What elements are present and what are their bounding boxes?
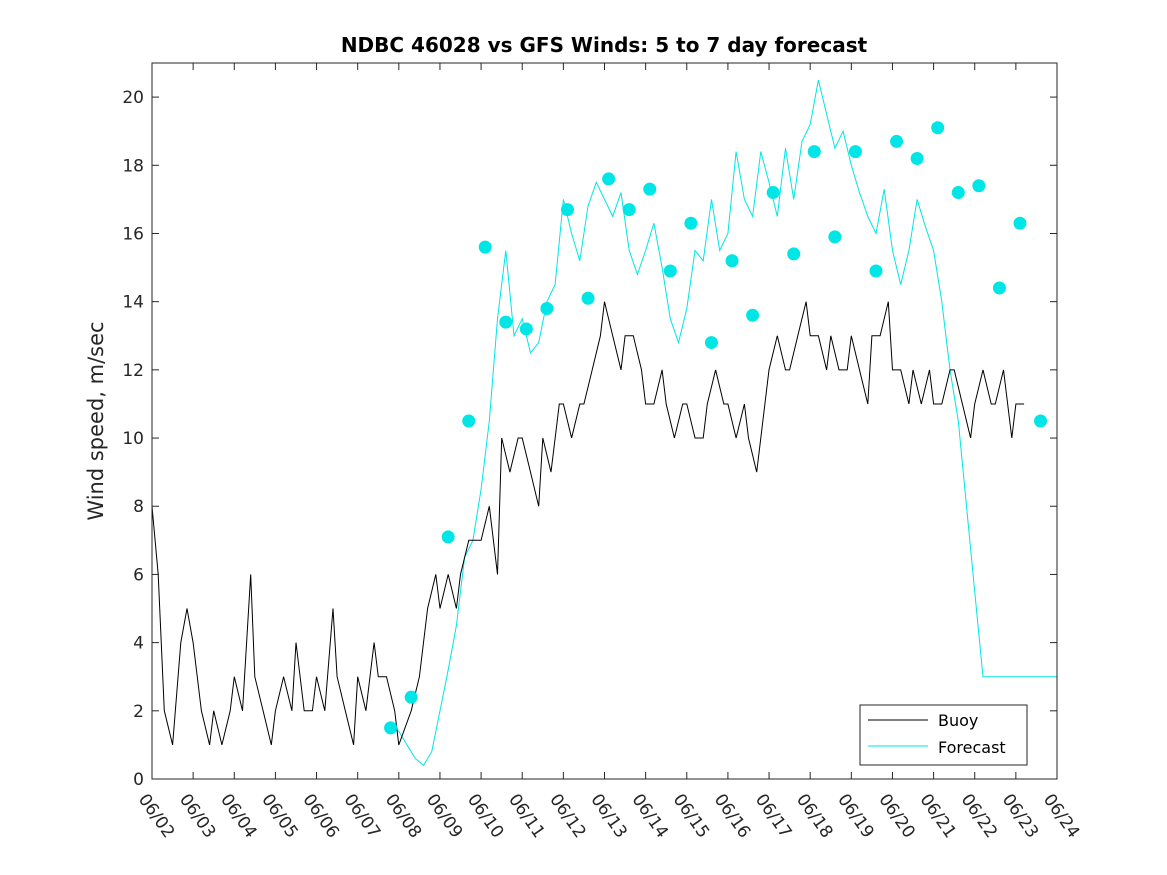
x-tick-label: 06/12	[545, 790, 589, 842]
x-tick-label: 06/17	[751, 790, 795, 842]
forecast-marker	[581, 291, 595, 305]
y-tick-label: 18	[122, 156, 144, 176]
x-tick-label: 06/03	[175, 790, 219, 842]
x-tick-label: 06/05	[257, 790, 301, 842]
x-tick-label: 06/16	[710, 790, 754, 842]
chart-title: NDBC 46028 vs GFS Winds: 5 to 7 day fore…	[341, 33, 868, 57]
legend-buoy-label: Buoy	[938, 711, 978, 730]
x-tick-label: 06/21	[915, 790, 959, 842]
x-tick-label: 06/22	[957, 790, 1001, 842]
forecast-marker	[910, 151, 924, 165]
legend-box	[859, 704, 1028, 766]
forecast-marker	[462, 414, 476, 428]
forecast-marker	[643, 182, 657, 196]
x-tick-label: 06/10	[463, 790, 507, 842]
forecast-marker	[1013, 216, 1027, 230]
forecast-marker	[807, 145, 821, 159]
forecast-marker	[869, 264, 883, 278]
forecast-markers	[384, 121, 1048, 735]
forecast-marker	[746, 308, 760, 322]
y-tick-label: 8	[133, 497, 144, 517]
x-tick-label: 06/04	[216, 790, 260, 842]
y-tick-label: 4	[133, 634, 144, 654]
forecast-marker	[951, 186, 965, 200]
x-tick-label: 06/23	[998, 790, 1042, 842]
forecast-marker	[1034, 414, 1048, 428]
forecast-marker	[992, 281, 1006, 295]
y-tick-label: 10	[122, 429, 144, 449]
y-tick-label: 14	[122, 293, 144, 313]
forecast-marker	[725, 254, 739, 268]
forecast-marker	[704, 336, 718, 350]
y-tick-label: 12	[122, 361, 144, 381]
y-axis-label: Wind speed, m/sec	[84, 321, 108, 520]
x-tick-label: 06/08	[381, 790, 425, 842]
forecast-series	[390, 79, 1057, 767]
forecast-marker	[622, 203, 636, 217]
buoy-series	[151, 301, 1025, 746]
forecast-marker	[684, 216, 698, 230]
y-tick-label: 16	[122, 224, 144, 244]
y-tick-label: 20	[122, 88, 144, 108]
y-tick-label: 0	[133, 770, 144, 790]
legend: Buoy Forecast	[859, 704, 1028, 766]
forecast-marker	[663, 264, 677, 278]
x-tick-label: 06/09	[422, 790, 466, 842]
x-tick-label: 06/24	[1039, 790, 1083, 842]
forecast-marker	[404, 690, 418, 704]
forecast-marker	[441, 530, 455, 544]
forecast-marker	[384, 721, 398, 735]
forecast-marker	[890, 134, 904, 148]
forecast-marker	[540, 301, 554, 315]
forecast-marker	[848, 145, 862, 159]
forecast-marker	[931, 121, 945, 135]
x-tick-label: 06/14	[628, 790, 672, 842]
forecast-marker	[766, 186, 780, 200]
forecast-marker	[478, 240, 492, 254]
y-tick-label: 2	[133, 702, 144, 722]
forecast-marker	[519, 322, 533, 336]
forecast-marker	[972, 179, 986, 193]
buoy-line	[151, 301, 1025, 746]
x-tick-label: 06/15	[669, 790, 713, 842]
x-tick-label: 06/18	[792, 790, 836, 842]
x-tick-label: 06/20	[874, 790, 918, 842]
forecast-marker	[787, 247, 801, 261]
x-tick-label: 06/19	[833, 790, 877, 842]
y-tick-label: 6	[133, 565, 144, 585]
plot-background	[152, 63, 1057, 779]
x-tick-label: 06/02	[134, 790, 178, 842]
forecast-marker	[499, 315, 513, 329]
forecast-marker	[602, 172, 616, 186]
forecast-line	[390, 79, 1057, 767]
y-axis: 0 2 4 6 8 10 12 14 16 18 20	[122, 88, 1057, 790]
forecast-marker	[560, 203, 574, 217]
x-tick-label: 06/13	[586, 790, 630, 842]
legend-forecast-label: Forecast	[938, 738, 1006, 757]
x-tick-label: 06/06	[298, 790, 342, 842]
forecast-marker	[828, 230, 842, 244]
x-tick-label: 06/07	[340, 790, 384, 842]
x-tick-label: 06/11	[504, 790, 548, 842]
